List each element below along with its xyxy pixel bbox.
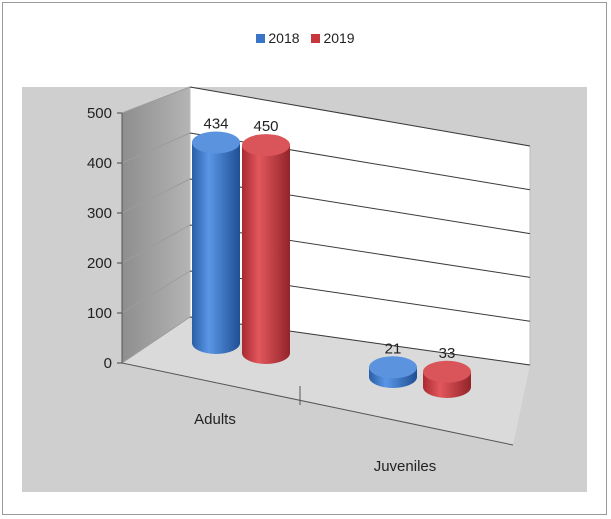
legend-label-2018: 2018 (268, 30, 300, 46)
legend-item-2018: 2018 (256, 30, 300, 46)
x-tick-label-adults: Adults (194, 411, 236, 428)
bar-juveniles-2018 (369, 356, 417, 388)
gridline-side-1 (121, 270, 191, 314)
bar-adults-2018 (192, 131, 240, 354)
legend-label-2019: 2019 (323, 30, 355, 46)
legend-swatch-2019 (311, 34, 321, 43)
bar-juveniles-2019 (423, 360, 471, 398)
legend: 2018 2019 (0, 30, 611, 46)
side-wall (122, 87, 190, 363)
data-label-adults-2018: 434 (203, 115, 228, 132)
gridline-side-4 (121, 132, 191, 164)
x-tick-label-juveniles: Juveniles (374, 458, 437, 475)
data-label-adults-2019: 450 (253, 118, 278, 135)
bar-juveniles-2018-top (369, 356, 417, 379)
x-axis-line (121, 362, 514, 446)
bar-adults-2018-top (192, 131, 240, 154)
y-tick-label-4: 400 (87, 155, 112, 172)
y-tick-label-1: 100 (87, 305, 112, 322)
data-label-juveniles-2018: 21 (385, 340, 402, 357)
legend-item-2019: 2019 (311, 30, 355, 46)
y-tick-label-5: 500 (87, 105, 112, 122)
gridline-side-0 (121, 316, 191, 364)
bar-adults-2019-top (242, 134, 290, 157)
y-tick-label-0: 0 (104, 355, 112, 372)
gridline-back-5 (189, 86, 531, 147)
gridline-side-2 (121, 224, 191, 264)
gridline-side-5 (121, 86, 191, 114)
legend-swatch-2018 (256, 34, 266, 43)
bar-adults-2018-body (192, 142, 240, 354)
y-tick-label-2: 200 (87, 255, 112, 272)
bar-adults-2019 (242, 134, 290, 364)
data-label-juveniles-2019: 33 (439, 345, 456, 362)
bar-adults-2019-body (242, 145, 290, 364)
y-tick-label-3: 300 (87, 205, 112, 222)
gridline-side-3 (121, 178, 191, 214)
bar-juveniles-2019-top (423, 360, 471, 383)
